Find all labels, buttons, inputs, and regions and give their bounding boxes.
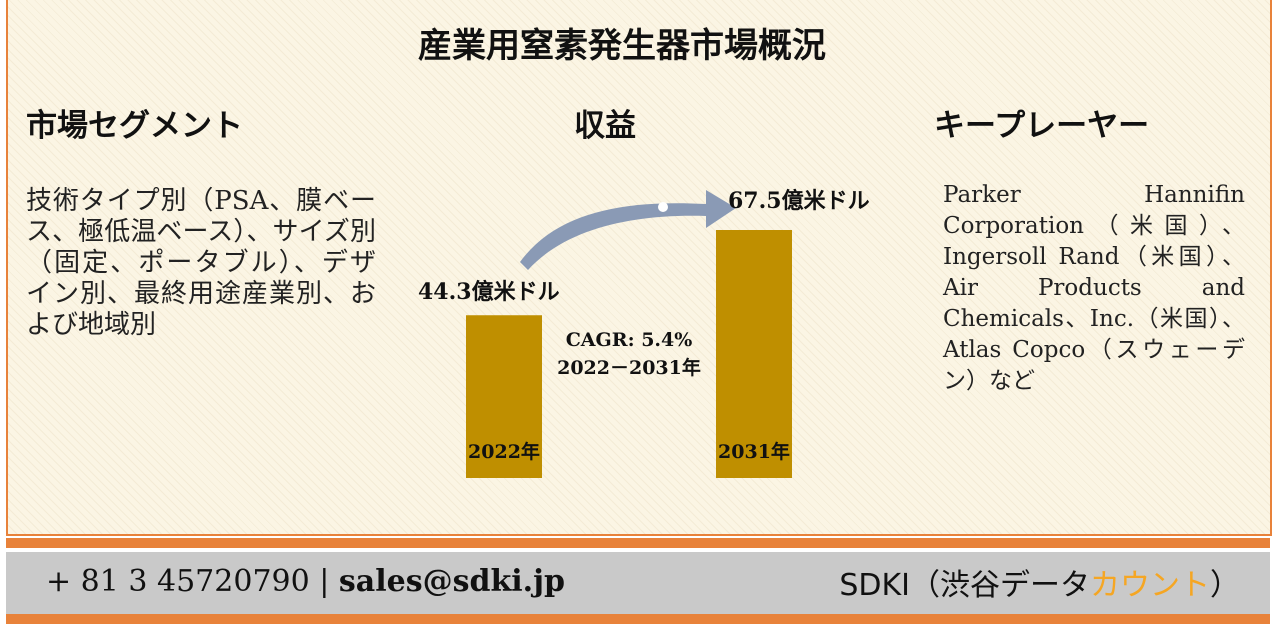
player-line: Parker Hannifin <box>943 182 1245 208</box>
contact-info: + 81 3 45720790 | sales@sdki.jp <box>46 564 565 599</box>
contact-separator: | <box>319 564 330 599</box>
category-label-2022: 2022年 <box>468 440 540 463</box>
cagr-period-label: 2022－2031年 <box>557 356 701 379</box>
segments-heading: 市場セグメント <box>26 108 243 144</box>
brand-accent: カウント <box>1090 568 1210 603</box>
player-line: Chemicals、Inc.（米国）、 <box>943 306 1245 332</box>
bar-2031 <box>716 230 792 478</box>
page-title: 産業用窒素発生器市場概況 <box>418 26 826 66</box>
phone-number: + 81 3 45720790 <box>46 564 310 599</box>
players-list: Parker Hannifin Corporation（米国）、 Ingerso… <box>943 180 1245 397</box>
value-label-2031: 67.5億米ドル <box>728 188 870 214</box>
value-label-2022: 44.3億米ドル <box>418 279 560 305</box>
brand-main: SDKI（渋谷データ <box>839 568 1090 603</box>
bar-2022 <box>466 315 542 478</box>
segments-text: 技術タイプ別（PSA、膜ベース、極低温ベース）、サイズ別（固定、ポータブル）、デ… <box>26 186 376 340</box>
email-link[interactable]: sales@sdki.jp <box>338 564 565 599</box>
revenue-heading: 収益 <box>574 108 636 144</box>
category-label-2031: 2031年 <box>718 440 790 463</box>
footer-bottom-rule <box>6 614 1270 624</box>
player-line: ン）など <box>943 368 1035 394</box>
growth-arrow <box>520 190 736 270</box>
footer-top-rule <box>6 538 1270 548</box>
player-line: Air Products and <box>943 275 1245 301</box>
revenue-chart: 44.3億米ドル 67.5億米ドル 2022年 2031年 CAGR: 5.4%… <box>418 188 870 478</box>
cagr-label: CAGR: 5.4% <box>566 329 693 351</box>
brand-name: SDKI（渋谷データカウント） <box>839 560 1240 604</box>
player-line: Atlas Copco（スウェーデ <box>943 337 1245 363</box>
player-line: Ingersoll Rand（米国）、 <box>943 244 1245 270</box>
player-line: Corporation（米国）、 <box>943 213 1245 239</box>
brand-end: ） <box>1210 568 1240 603</box>
overview-panel: 産業用窒素発生器市場概況 市場セグメント 収益 キープレーヤー 技術タイプ別（P… <box>6 0 1272 536</box>
players-heading: キープレーヤー <box>934 108 1150 144</box>
arrow-dot-icon <box>658 202 668 212</box>
footer-bar: + 81 3 45720790 | sales@sdki.jp SDKI（渋谷デ… <box>6 552 1270 616</box>
